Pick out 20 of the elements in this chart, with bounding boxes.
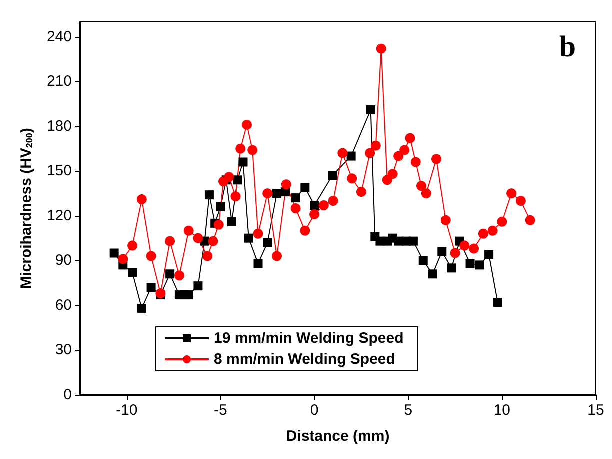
y-axis-title: Microihardness (HV200)	[18, 128, 35, 289]
x-axis-title: Distance (mm)	[286, 428, 390, 445]
annotation: b	[559, 30, 576, 64]
x-tick-label: 0	[310, 402, 319, 419]
x-tick-label: -5	[214, 402, 228, 419]
y-tick-label: 60	[55, 296, 72, 314]
x-tick-label: 10	[494, 402, 511, 419]
x-tick-label: 5	[404, 402, 413, 419]
y-tick-label: 30	[55, 342, 72, 359]
y-tick-label: 150	[46, 162, 72, 180]
legend-label: 19 mm/min Welding Speed	[214, 330, 404, 347]
x-tick-label: -10	[116, 402, 138, 419]
x-tick-label: 15	[588, 402, 604, 419]
y-tick-label: 0	[64, 386, 72, 404]
y-tick-label: 180	[46, 118, 72, 135]
y-tick-label: 240	[46, 28, 72, 46]
y-tick-label: 210	[46, 73, 72, 90]
y-tick-label: 90	[55, 252, 72, 270]
y-tick-label: 120	[46, 207, 72, 224]
legend-label: 8 mm/min Welding Speed	[214, 351, 396, 368]
